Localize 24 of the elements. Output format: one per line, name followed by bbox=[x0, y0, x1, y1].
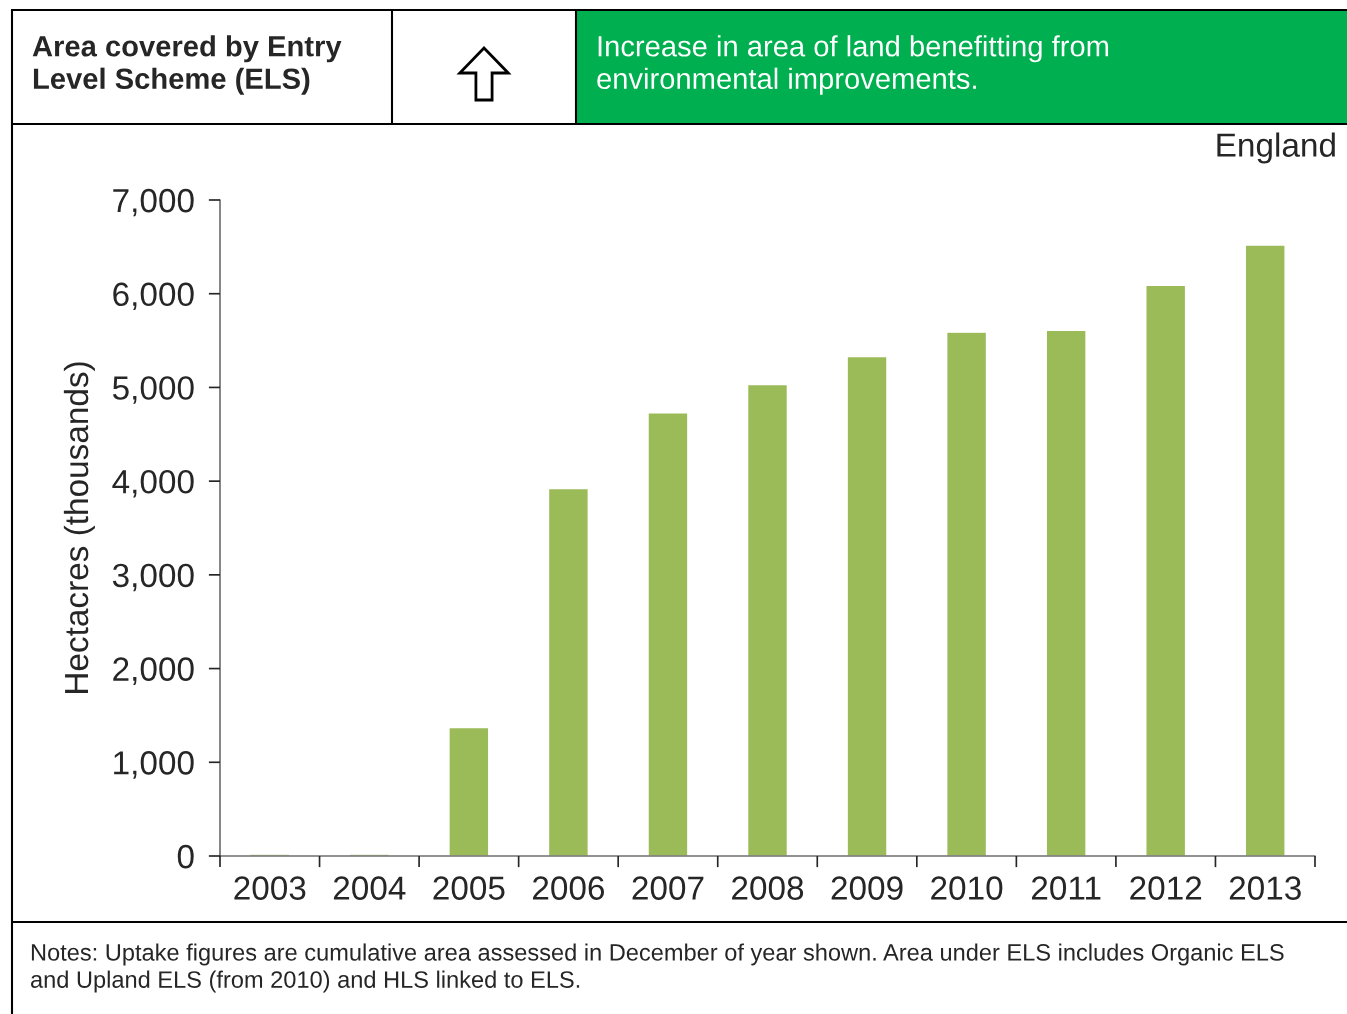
x-tick-label: 2012 bbox=[1130, 876, 1202, 900]
y-tick-label: 4,000 bbox=[112, 469, 194, 498]
text: England bbox=[1217, 132, 1335, 164]
y-tick-label: 0 bbox=[177, 844, 194, 869]
y-tick-label: 3,000 bbox=[112, 563, 194, 592]
x-tick-label: 2006 bbox=[533, 876, 605, 900]
y-tick-label: 7,000 bbox=[113, 188, 194, 217]
y-tick-label: 2,000 bbox=[113, 657, 194, 685]
x-tick-label: 2003 bbox=[234, 876, 306, 900]
x-tick-label: 2009 bbox=[831, 876, 903, 900]
x-tick-label: 2013 bbox=[1229, 876, 1301, 900]
x-tick-label: 2011 bbox=[1031, 876, 1101, 900]
chart-subtitle: Increase in area of land benefitting from environmental improvements. bbox=[597, 35, 1109, 95]
y-tick-label: 1,000 bbox=[114, 751, 194, 779]
y-tick-label: 6,000 bbox=[113, 282, 194, 311]
x-tick-label: 2010 bbox=[931, 876, 1003, 900]
y-tick-label: 5,000 bbox=[112, 376, 194, 404]
chart-title: Area covered by Entry Level Scheme (ELS) bbox=[32, 35, 342, 95]
x-tick-label: 2007 bbox=[632, 876, 704, 900]
text: Notes: Uptake figures are cumulative area assessed in December of year shown. Area under ELS includes Organic ELS and Upland ELS (from 2010) and HLS linked to ELS. bbox=[31, 943, 1284, 993]
x-tick-label: 2004 bbox=[333, 876, 406, 900]
x-tick-label: 2005 bbox=[433, 876, 505, 900]
x-tick-label: 2008 bbox=[732, 876, 804, 900]
y-axis-title: Hectacres (thousands) bbox=[63, 362, 95, 693]
